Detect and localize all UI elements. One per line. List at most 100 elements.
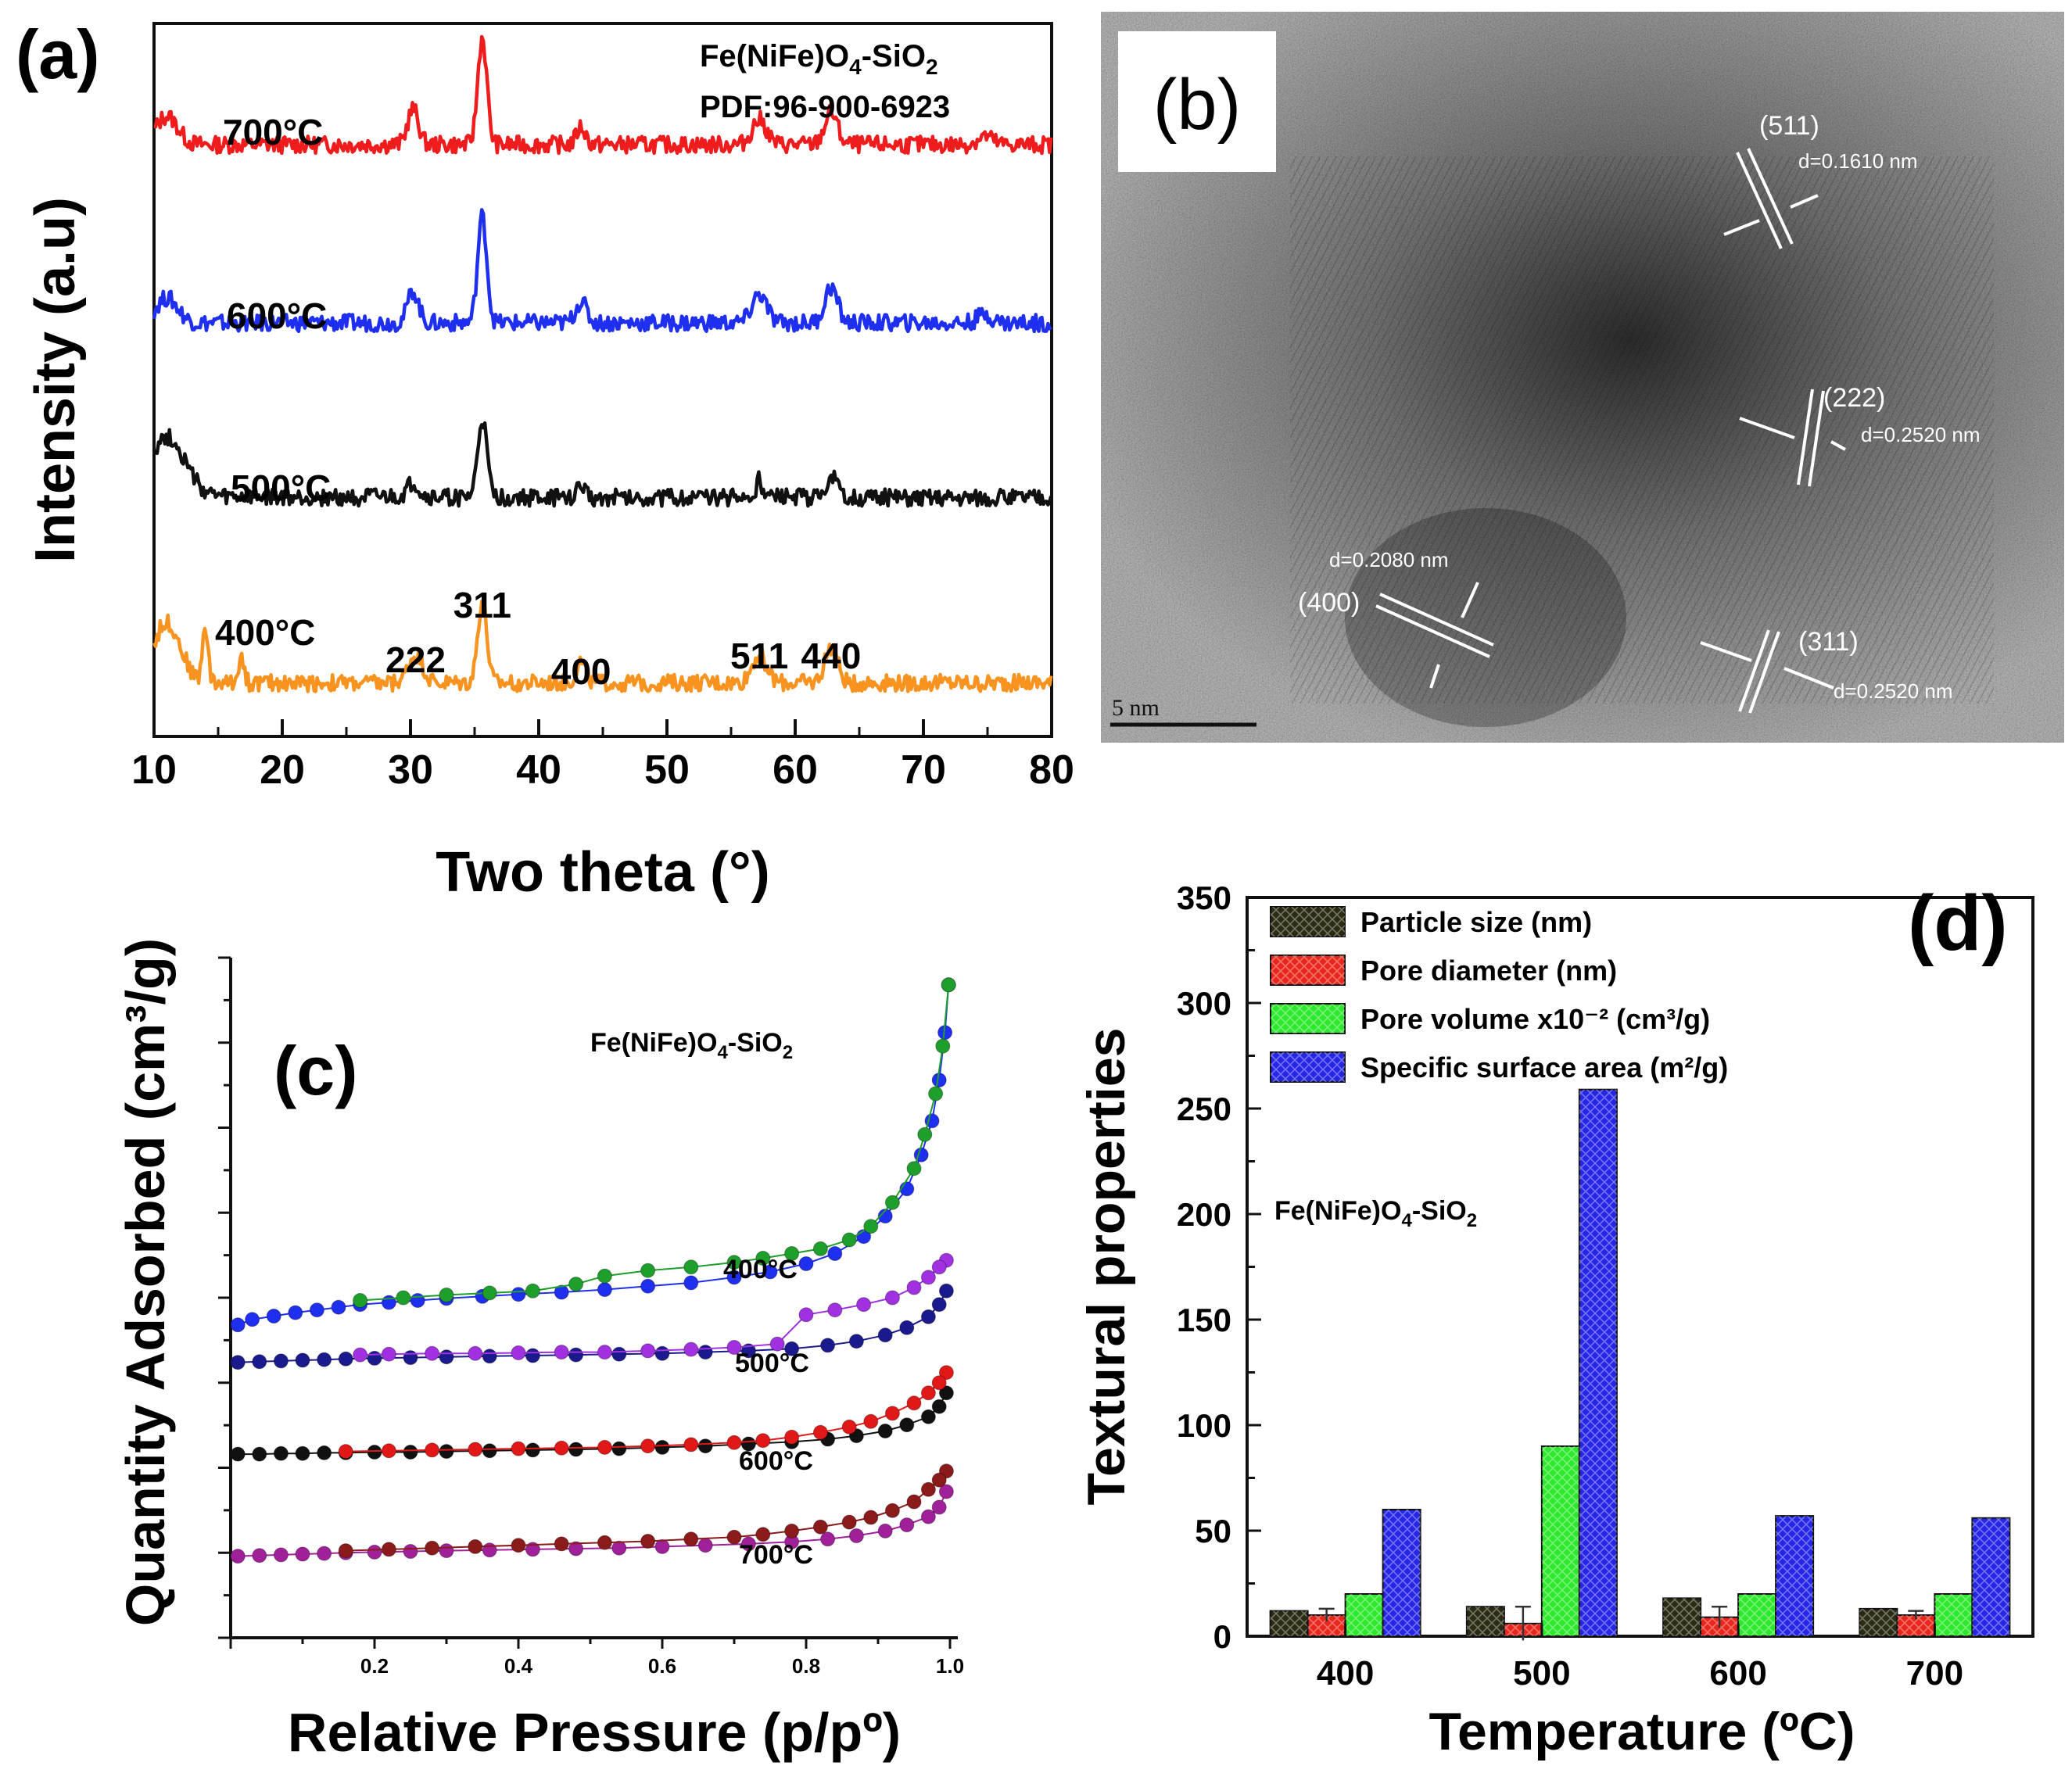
desorption-point xyxy=(784,1429,800,1445)
bar-hatch xyxy=(1345,1594,1383,1636)
desorption-point xyxy=(863,1413,879,1429)
plane-400: (400) xyxy=(1298,588,1360,618)
adsorption-point xyxy=(266,1309,281,1324)
desorption-point xyxy=(917,1127,933,1142)
adsorption-point xyxy=(568,1541,584,1556)
adsorption-point xyxy=(295,1445,310,1461)
desorption-point xyxy=(396,1290,411,1306)
panel-a-legend-compound: Fe(NiFe)O4-SiO2 xyxy=(700,39,938,79)
panel-d-xlabel: Temperature (ºC) xyxy=(1429,1702,1855,1761)
x-tick-label: 400 xyxy=(1317,1654,1374,1692)
desorption-point xyxy=(425,1540,440,1556)
desorption-point xyxy=(439,1288,454,1302)
adsorption-point xyxy=(931,1399,947,1414)
adsorption-point xyxy=(597,1282,612,1298)
desorption-point xyxy=(906,1395,922,1411)
bar-hatch xyxy=(1972,1517,2010,1636)
peak-label: 511 xyxy=(730,636,788,676)
xrd-series-label: 500°C xyxy=(231,467,331,508)
y-tick-label: 200 xyxy=(1177,1196,1231,1233)
adsorption-point xyxy=(568,1347,584,1363)
legend-swatch-hatch xyxy=(1271,907,1345,937)
x-tick-label: 20 xyxy=(260,747,305,793)
adsorption-point xyxy=(439,1543,454,1559)
x-tick-label: 0.6 xyxy=(648,1654,676,1678)
xrd-series-label: 600°C xyxy=(227,296,327,336)
desorption-point xyxy=(928,1086,944,1101)
adsorption-point xyxy=(525,1542,540,1557)
adsorption-point xyxy=(554,1284,569,1300)
adsorption-point xyxy=(338,1351,353,1367)
adsorption-point xyxy=(726,1270,742,1285)
desorption-point xyxy=(856,1297,872,1313)
legend-label: Specific surface area (m²/g) xyxy=(1360,1051,1728,1084)
x-tick-label: 60 xyxy=(773,747,818,793)
panel-b-tem-image: (b) (511) d=0.1610 nm (222) d=0.2520 nm … xyxy=(1101,12,2064,743)
x-tick-label: 70 xyxy=(901,747,946,793)
legend-label: Pore volume x10⁻² (cm³/g) xyxy=(1360,1003,1710,1035)
bar-hatch xyxy=(1579,1089,1617,1636)
adsorption-point xyxy=(740,1536,756,1552)
desorption-point xyxy=(683,1531,699,1547)
adsorption-point xyxy=(482,1542,497,1558)
panel-c-label: (c) xyxy=(274,1032,358,1109)
adsorption-point xyxy=(877,1209,893,1224)
peak-label: 440 xyxy=(801,636,862,676)
plane-222: (222) xyxy=(1823,383,1885,413)
bar-hatch xyxy=(1776,1516,1814,1636)
y-tick-label: 250 xyxy=(1177,1091,1231,1127)
adsorption-point xyxy=(877,1327,893,1343)
panel-a-x-tick-labels: 10 20 30 40 50 60 70 80 xyxy=(131,747,1074,793)
desorption-point xyxy=(511,1441,526,1456)
desorption-point xyxy=(482,1285,497,1301)
panel-a-xrd: (a) 10 20 30 40 50 60 70 80 700°C 600°C 500°C 400°… xyxy=(16,16,1074,904)
legend-label: Pore diameter (nm) xyxy=(1360,955,1617,987)
desorption-point xyxy=(769,1336,785,1352)
bar-hatch xyxy=(1541,1446,1579,1636)
y-tick-label: 0 xyxy=(1213,1618,1231,1655)
adsorption-point xyxy=(482,1443,497,1459)
panel-b-label-box xyxy=(1118,31,1276,172)
desorption-point xyxy=(726,1435,742,1450)
desorption-point xyxy=(338,1444,353,1460)
x-tick-label: 700 xyxy=(1906,1654,1963,1692)
panel-b-label: (b) xyxy=(1153,65,1241,145)
bar-hatch xyxy=(1270,1610,1308,1636)
adsorption-point xyxy=(295,1546,310,1562)
adsorption-point xyxy=(762,1264,778,1280)
desorption-point xyxy=(931,1259,947,1275)
adsorption-point xyxy=(798,1256,814,1271)
panel-a-series xyxy=(152,34,1053,693)
adsorption-point xyxy=(784,1341,800,1356)
desorption-point xyxy=(784,1246,800,1261)
adsorption-point xyxy=(920,1509,936,1524)
annotation-511 xyxy=(1723,148,1819,249)
annotation-311 xyxy=(1700,629,1834,714)
desorption-point xyxy=(841,1232,857,1248)
adsorption-point xyxy=(482,1349,497,1364)
adsorption-point xyxy=(525,1348,540,1363)
panel-c-series-labels: 400°C 500°C 600°C 700°C xyxy=(723,1255,813,1570)
spacing-511: d=0.1610 nm xyxy=(1798,149,1918,173)
adsorption-point xyxy=(230,1446,246,1462)
adsorption-point xyxy=(740,1436,756,1452)
adsorption-point xyxy=(252,1446,267,1462)
adsorption-point xyxy=(654,1538,670,1554)
desorption-point xyxy=(381,1542,396,1557)
y-tick-label: 150 xyxy=(1177,1302,1231,1338)
panel-d-x-tick-labels: 400 500 600 700 xyxy=(1317,1624,1963,1692)
adsorption-point xyxy=(317,1352,332,1367)
legend-label: Particle size (nm) xyxy=(1360,906,1592,938)
desorption-point xyxy=(468,1442,483,1457)
x-tick-label: 50 xyxy=(644,747,690,793)
adsorption-point xyxy=(611,1441,627,1456)
panel-c-inset-label: Fe(NiFe)O4-SiO2 xyxy=(590,1028,793,1063)
xrd-series-line xyxy=(152,600,1053,693)
x-tick-label: 80 xyxy=(1029,747,1074,793)
x-tick-label: 0.4 xyxy=(504,1654,533,1678)
x-tick-label: 500 xyxy=(1513,1654,1570,1692)
isotherm-series-label: 700°C xyxy=(739,1540,813,1570)
adsorption-point xyxy=(931,1073,947,1088)
